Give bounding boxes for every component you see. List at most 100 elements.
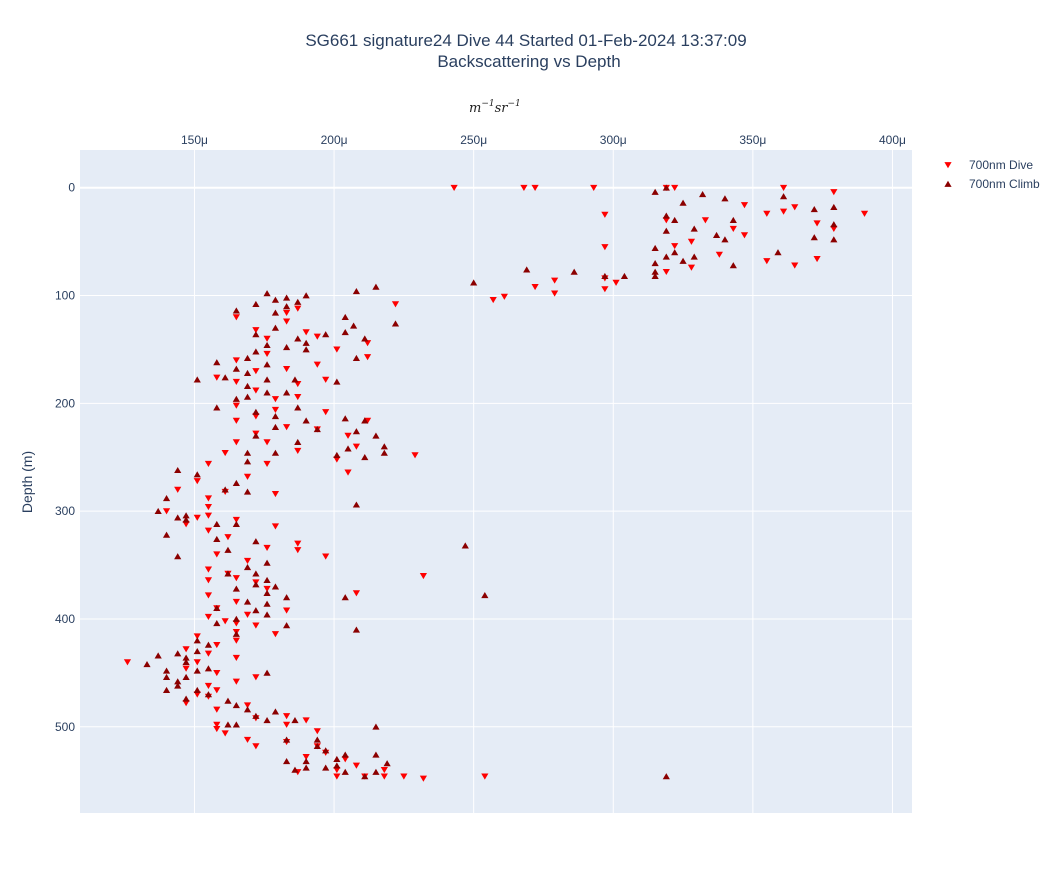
dive-point <box>283 607 291 614</box>
dive-point <box>363 354 372 361</box>
dive-point <box>740 202 749 209</box>
climb-point <box>213 620 221 627</box>
y-tick-label: 300 <box>55 504 75 518</box>
climb-point <box>620 272 629 280</box>
data-markers <box>123 184 869 782</box>
climb-point <box>333 755 341 762</box>
climb-point <box>729 216 737 223</box>
legend-label-dive: 700nm Dive <box>969 158 1033 172</box>
legend-item-climb[interactable]: 700nm Climb <box>944 177 1040 191</box>
dive-point <box>531 284 539 291</box>
y-tick-labels: 0 100 200 300 400 500 <box>55 181 75 734</box>
climb-point <box>361 417 369 424</box>
climb-point <box>721 195 729 202</box>
climb-point <box>154 507 162 515</box>
dive-point <box>283 424 291 431</box>
dive-point <box>322 376 330 383</box>
climb-point <box>263 290 271 297</box>
dive-point <box>729 225 737 232</box>
dive-point <box>232 678 240 685</box>
dive-point <box>271 631 280 638</box>
climb-point <box>263 559 271 566</box>
dive-point <box>344 469 352 476</box>
dive-point <box>419 775 428 782</box>
dive-point <box>830 189 838 196</box>
dive-point <box>252 674 260 681</box>
dive-point <box>263 544 271 552</box>
dive-point <box>341 756 349 763</box>
dive-point <box>333 773 341 780</box>
dive-point <box>520 184 528 191</box>
climb-point <box>361 335 369 342</box>
climb-point <box>193 637 201 644</box>
dive-point <box>322 553 330 560</box>
climb-point <box>263 361 271 368</box>
dive-point <box>302 329 310 336</box>
climb-point <box>302 758 310 765</box>
dive-point <box>662 268 670 276</box>
dive-point <box>174 486 182 493</box>
dive-point <box>791 262 799 269</box>
dive-point <box>204 460 213 467</box>
climb-point <box>271 324 280 331</box>
climb-point <box>232 630 240 637</box>
x-gridlines <box>193 150 893 813</box>
climb-point <box>302 764 310 771</box>
dive-point <box>204 592 213 599</box>
dive-point <box>313 333 321 340</box>
climb-point <box>174 650 182 657</box>
dive-point <box>204 577 213 584</box>
dive-point <box>221 450 229 457</box>
climb-point <box>252 432 260 439</box>
dive-point <box>531 184 539 191</box>
legend-item-dive[interactable]: 700nm Dive <box>944 158 1033 172</box>
climb-point <box>810 234 818 241</box>
climb-point <box>380 449 388 456</box>
climb-point <box>263 389 271 396</box>
climb-point <box>243 488 252 495</box>
dive-point <box>813 220 821 227</box>
climb-point <box>679 257 687 264</box>
climb-point <box>679 199 687 206</box>
climb-point <box>361 454 369 461</box>
climb-point <box>313 736 321 743</box>
climb-point <box>601 272 609 280</box>
dive-point <box>715 251 723 258</box>
climb-point <box>372 432 380 439</box>
climb-point <box>243 706 252 713</box>
dive-point <box>411 452 419 459</box>
climb-point <box>283 344 291 351</box>
climb-point <box>182 516 190 523</box>
dive-point <box>263 335 271 342</box>
climb-point <box>174 553 182 560</box>
climb-point <box>283 758 291 765</box>
climb-point <box>699 190 707 198</box>
climb-point <box>294 438 302 446</box>
climb-point <box>182 673 190 681</box>
climb-point <box>221 374 229 381</box>
climb-point <box>350 322 358 329</box>
climb-point <box>671 249 679 256</box>
climb-point <box>243 449 252 456</box>
dive-point <box>243 473 252 480</box>
climb-point <box>333 762 341 769</box>
climb-point <box>252 348 260 355</box>
dive-point <box>204 613 213 621</box>
climb-point <box>391 320 400 327</box>
climb-point <box>341 313 349 320</box>
x-axis-title-base: m <box>469 101 481 116</box>
dive-point <box>763 210 771 217</box>
dive-point <box>302 754 310 761</box>
climb-point <box>302 417 310 424</box>
climb-point <box>193 667 201 674</box>
dive-point <box>352 762 361 769</box>
climb-point <box>651 188 659 195</box>
plot-area[interactable] <box>80 150 912 813</box>
climb-point <box>271 413 280 420</box>
climb-point <box>352 501 361 508</box>
legend: 700nm Dive 700nm Climb <box>944 158 1040 191</box>
climb-point <box>372 723 380 730</box>
climb-point <box>291 766 299 773</box>
climb-point <box>291 376 299 383</box>
